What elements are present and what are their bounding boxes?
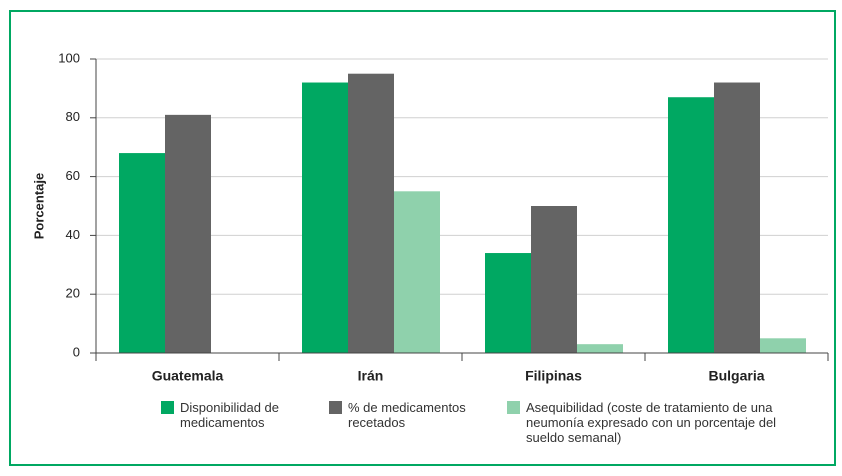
y-tick-label: 60 — [66, 168, 80, 183]
bar — [348, 73, 394, 353]
legend-item: Asequibilidad (coste de tratamiento de u… — [507, 400, 786, 445]
legend-label: % de medicamentos recetados — [348, 400, 466, 430]
y-tick-label: 40 — [66, 227, 80, 242]
x-tick-label: Irán — [358, 368, 384, 384]
legend-swatch — [329, 401, 342, 414]
bar — [302, 82, 348, 354]
legend-label: Disponibilidad de medicamentos — [180, 400, 280, 430]
legend-swatch — [507, 401, 520, 414]
legend-label: Asequibilidad (coste de tratamiento de u… — [526, 400, 777, 445]
legend-swatch — [161, 401, 174, 414]
bar — [668, 97, 714, 353]
bar — [119, 153, 165, 353]
legend-item: % de medicamentos recetados — [329, 400, 513, 430]
bar — [531, 206, 577, 353]
bar — [760, 338, 806, 353]
y-axis-label: Porcentaje — [31, 173, 46, 239]
bar — [485, 253, 531, 353]
y-tick-label: 0 — [73, 344, 80, 359]
bar — [165, 114, 211, 353]
x-tick-label: Filipinas — [525, 368, 582, 384]
y-tick-label: 100 — [58, 50, 80, 65]
y-tick-label: 20 — [66, 286, 80, 301]
x-tick-label: Bulgaria — [708, 368, 764, 384]
bar — [577, 344, 623, 353]
bar — [714, 82, 760, 354]
x-tick-label: Guatemala — [152, 368, 224, 384]
bar — [394, 191, 440, 353]
frame — [9, 10, 836, 466]
legend-item: Disponibilidad de medicamentos — [161, 400, 310, 430]
y-tick-label: 80 — [66, 109, 80, 124]
